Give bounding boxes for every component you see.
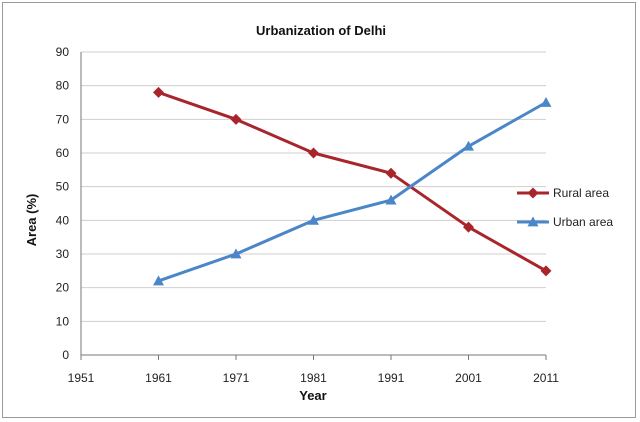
rural-area-point (230, 113, 242, 125)
rural-area-point (308, 147, 319, 159)
x-tick-label: 1981 (300, 371, 327, 385)
rural-area-point (153, 86, 164, 98)
urban-area-point (230, 248, 242, 259)
urban-area-point (463, 140, 474, 151)
x-tick-label: 2011 (533, 371, 559, 385)
x-tick-label: 2001 (455, 371, 482, 385)
line-chart: Urbanization of Delhi 1951 1961 1971 1981 19… (24, 23, 613, 403)
legend-swatch-marker (527, 216, 539, 227)
y-tick-label: 60 (56, 146, 70, 160)
x-tick-label: 1971 (223, 371, 250, 385)
y-tick-label: 50 (56, 180, 70, 194)
rural-area-point (385, 167, 397, 179)
rural-area-point (463, 221, 474, 233)
rural-area-point (540, 265, 552, 277)
urban-area-point (153, 275, 164, 286)
y-tick-labels: 0 10 20 30 40 50 60 70 80 90 (56, 45, 70, 362)
y-tick-label: 30 (56, 247, 70, 261)
series-layer (153, 86, 552, 286)
gridlines (81, 51, 546, 322)
y-tick-label: 80 (56, 79, 70, 93)
y-axis-title: Area (%) (24, 194, 39, 247)
x-tick-labels: 1951 1961 1971 1981 1991 2001 2011 (68, 371, 560, 385)
urban-area-point (308, 214, 319, 225)
x-tick-label: 1961 (145, 371, 172, 385)
legend-label: Rural area (553, 186, 609, 200)
urban-area-point (385, 194, 397, 205)
x-axis-title: Year (299, 388, 326, 403)
y-tick-label: 20 (56, 281, 70, 295)
y-tick-label: 70 (56, 112, 70, 126)
legend-label: Urban area (553, 215, 613, 229)
x-tick-label: 1951 (68, 371, 95, 385)
y-tick-label: 40 (56, 213, 70, 227)
y-tick-label: 0 (62, 348, 69, 362)
legend-swatch-marker (527, 187, 539, 199)
chart-frame: Urbanization of Delhi 1951 1961 1971 1981 19… (2, 2, 636, 418)
x-tick-label: 1991 (378, 371, 405, 385)
legend: Rural area Urban area (517, 186, 613, 229)
chart-title: Urbanization of Delhi (256, 23, 386, 38)
urban-area-point (540, 97, 552, 107)
y-tick-label: 10 (56, 314, 70, 328)
urban-area-line (158, 101, 547, 283)
y-tick-label: 90 (56, 45, 70, 59)
axes (80, 52, 547, 360)
rural-area-line (158, 90, 547, 273)
